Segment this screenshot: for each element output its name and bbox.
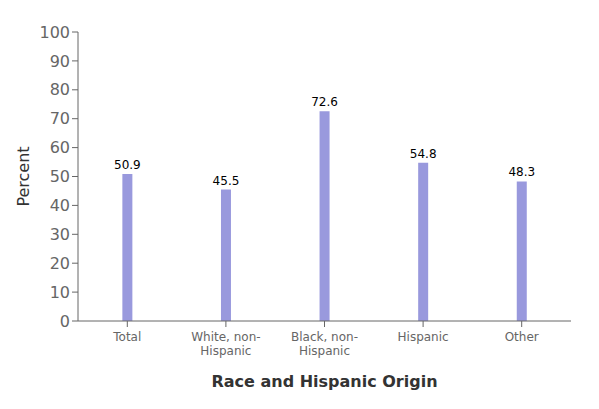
svg-text:White, non-Hispanic: White, non-Hispanic	[191, 330, 260, 358]
svg-text:54.8: 54.8	[410, 147, 437, 161]
svg-text:100: 100	[39, 23, 70, 42]
svg-text:60: 60	[50, 138, 70, 157]
svg-text:45.5: 45.5	[213, 174, 240, 188]
svg-text:10: 10	[50, 283, 70, 302]
svg-text:Other: Other	[505, 330, 539, 344]
svg-text:Hispanic: Hispanic	[398, 330, 449, 344]
svg-text:80: 80	[50, 80, 70, 99]
svg-text:48.3: 48.3	[508, 165, 535, 179]
svg-text:Race and Hispanic Origin: Race and Hispanic Origin	[211, 372, 437, 391]
svg-text:Total: Total	[112, 330, 141, 344]
svg-text:30: 30	[50, 225, 70, 244]
svg-text:72.6: 72.6	[311, 95, 338, 109]
svg-text:70: 70	[50, 109, 70, 128]
svg-text:20: 20	[50, 254, 70, 273]
svg-text:90: 90	[50, 52, 70, 71]
svg-text:0: 0	[60, 312, 70, 331]
svg-text:50.9: 50.9	[114, 158, 141, 172]
svg-text:Black, non-Hispanic: Black, non-Hispanic	[291, 330, 358, 358]
svg-text:Percent: Percent	[14, 146, 33, 206]
svg-text:50: 50	[50, 167, 70, 186]
svg-text:40: 40	[50, 196, 70, 215]
